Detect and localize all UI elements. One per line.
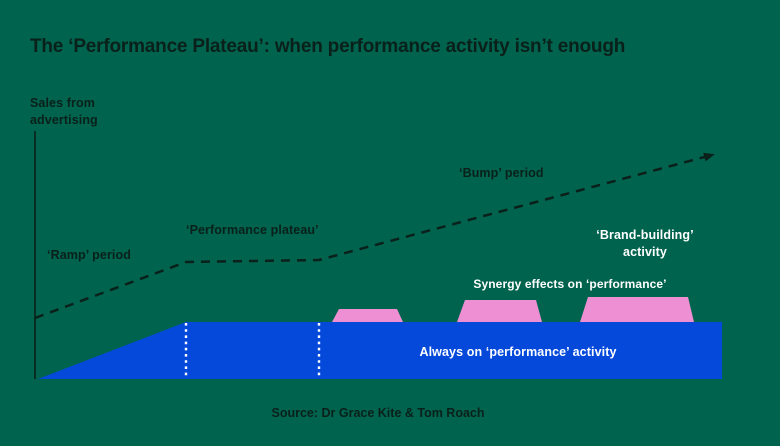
ramp-period-label: ‘Ramp’ period [47,248,131,262]
brand-building-block-2 [457,300,542,322]
always-on-area-shape [38,322,722,379]
sales-trend-dashed-line [34,152,715,320]
chart-title: The ‘Performance Plateau’: when performa… [30,36,626,57]
brand-building-label: ‘Brand-building’ activity [596,228,694,259]
synergy-effects-label: Synergy effects on ‘performance’ [473,277,667,291]
performance-plateau-label: ‘Performance plateau’ [186,223,319,237]
always-on-label: Always on ‘performance’ activity [419,345,617,359]
brand-building-block-3 [580,297,694,322]
source-caption: Source: Dr Grace Kite & Tom Roach [271,406,485,420]
bump-period-label: ‘Bump’ period [459,166,544,180]
y-axis-label: Sales from advertising [30,96,98,127]
brand-building-block-1 [332,309,403,322]
